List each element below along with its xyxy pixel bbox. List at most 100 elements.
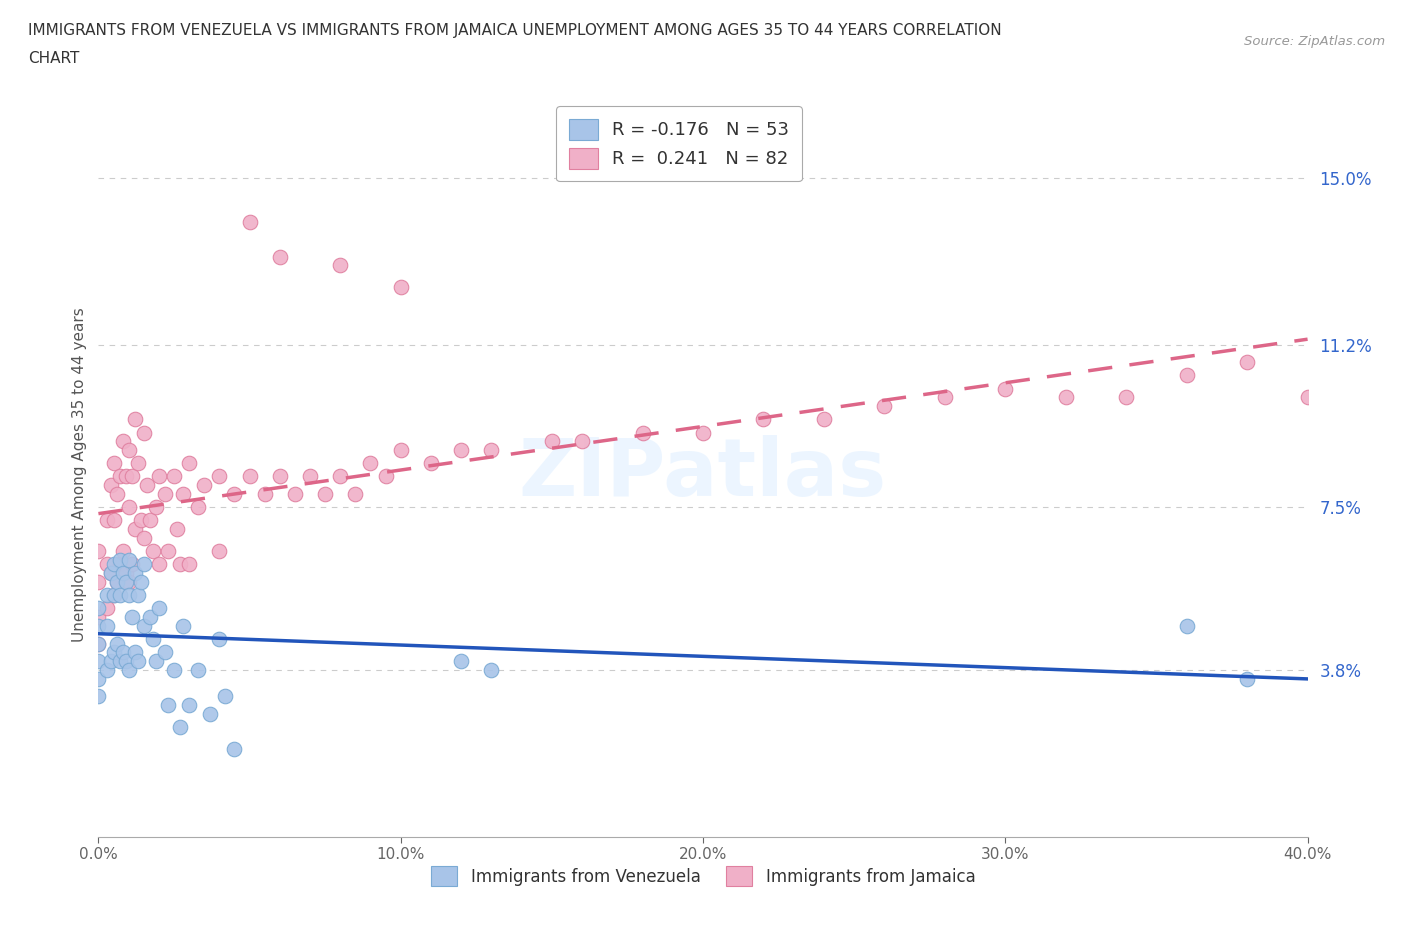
Point xyxy=(96,618,118,633)
Point xyxy=(124,522,146,537)
Point xyxy=(208,631,231,646)
Point xyxy=(994,381,1017,396)
Point xyxy=(148,469,170,484)
Point xyxy=(269,469,291,484)
Point xyxy=(1115,390,1137,405)
Point xyxy=(105,486,128,501)
Point xyxy=(934,390,956,405)
Point xyxy=(344,486,367,501)
Point xyxy=(752,412,775,427)
Point xyxy=(132,531,155,546)
Point xyxy=(142,631,165,646)
Point xyxy=(214,689,236,704)
Point xyxy=(96,513,118,528)
Point xyxy=(179,456,201,471)
Point xyxy=(1296,390,1319,405)
Point xyxy=(108,557,131,572)
Point xyxy=(118,552,141,567)
Point xyxy=(169,557,191,572)
Point xyxy=(127,654,149,669)
Point xyxy=(153,486,176,501)
Point xyxy=(1175,368,1198,383)
Point xyxy=(1054,390,1077,405)
Point xyxy=(105,636,128,651)
Point xyxy=(145,499,167,514)
Point xyxy=(329,469,352,484)
Point xyxy=(87,654,110,669)
Point xyxy=(132,618,155,633)
Text: Source: ZipAtlas.com: Source: ZipAtlas.com xyxy=(1244,35,1385,48)
Point xyxy=(87,671,110,686)
Point xyxy=(96,588,118,603)
Point xyxy=(156,544,179,559)
Point xyxy=(1236,354,1258,369)
Point xyxy=(103,644,125,659)
Point xyxy=(124,565,146,580)
Point xyxy=(139,513,162,528)
Point xyxy=(96,557,118,572)
Point xyxy=(239,214,262,229)
Point xyxy=(114,565,136,580)
Point xyxy=(193,478,215,493)
Point xyxy=(139,610,162,625)
Point xyxy=(208,544,231,559)
Point xyxy=(87,689,110,704)
Point xyxy=(114,575,136,590)
Point xyxy=(360,456,382,471)
Point xyxy=(187,499,209,514)
Point xyxy=(129,513,152,528)
Point xyxy=(87,636,110,651)
Point xyxy=(284,486,307,501)
Point xyxy=(172,486,194,501)
Y-axis label: Unemployment Among Ages 35 to 44 years: Unemployment Among Ages 35 to 44 years xyxy=(72,307,87,642)
Point xyxy=(224,741,246,756)
Point xyxy=(208,469,231,484)
Point xyxy=(127,456,149,471)
Point xyxy=(103,588,125,603)
Point xyxy=(132,425,155,440)
Point xyxy=(179,557,201,572)
Point xyxy=(108,588,131,603)
Point xyxy=(111,544,134,559)
Point xyxy=(100,478,122,493)
Point xyxy=(314,486,336,501)
Point xyxy=(121,557,143,572)
Point xyxy=(121,469,143,484)
Point xyxy=(87,544,110,559)
Point xyxy=(269,249,291,264)
Point xyxy=(87,618,110,633)
Point xyxy=(450,443,472,458)
Point xyxy=(118,575,141,590)
Point xyxy=(105,575,128,590)
Point xyxy=(108,469,131,484)
Point xyxy=(87,601,110,616)
Point xyxy=(169,720,191,735)
Point xyxy=(118,499,141,514)
Point xyxy=(873,399,896,414)
Point xyxy=(127,588,149,603)
Legend: Immigrants from Venezuela, Immigrants from Jamaica: Immigrants from Venezuela, Immigrants fr… xyxy=(422,858,984,894)
Point xyxy=(124,412,146,427)
Point xyxy=(132,557,155,572)
Point xyxy=(103,456,125,471)
Point xyxy=(114,469,136,484)
Point xyxy=(103,557,125,572)
Point xyxy=(121,610,143,625)
Point xyxy=(118,443,141,458)
Point xyxy=(129,575,152,590)
Point xyxy=(329,258,352,272)
Point xyxy=(124,644,146,659)
Point xyxy=(420,456,443,471)
Point xyxy=(100,654,122,669)
Point xyxy=(692,425,714,440)
Point xyxy=(145,654,167,669)
Point xyxy=(299,469,322,484)
Point xyxy=(166,522,188,537)
Point xyxy=(253,486,276,501)
Point xyxy=(148,557,170,572)
Point xyxy=(389,443,412,458)
Point xyxy=(540,434,562,449)
Point xyxy=(200,707,222,722)
Point xyxy=(156,698,179,712)
Point xyxy=(118,662,141,677)
